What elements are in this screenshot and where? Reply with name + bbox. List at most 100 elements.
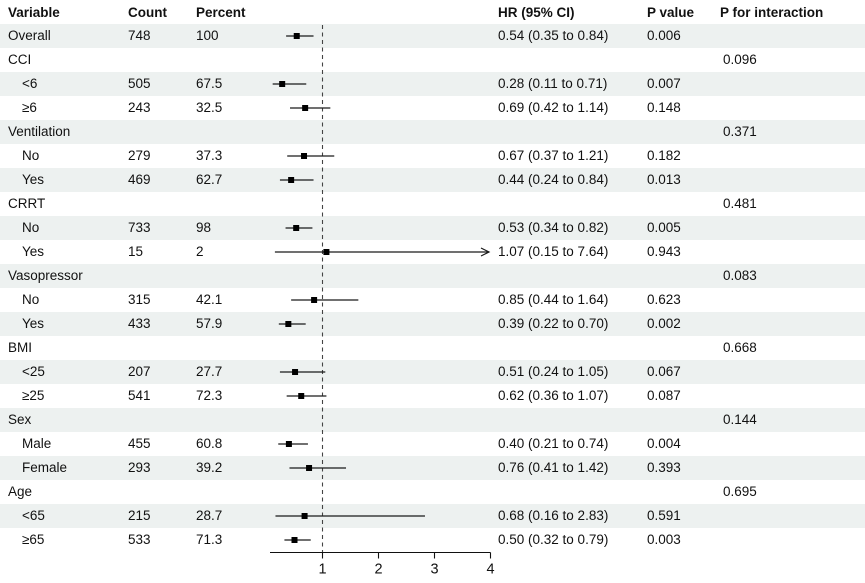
row-percent: 71.3 xyxy=(196,532,223,547)
row-count: 541 xyxy=(128,388,151,403)
row-p-value: 0.087 xyxy=(647,388,681,403)
row-p-value: 0.943 xyxy=(647,244,681,259)
row-count: 215 xyxy=(128,508,151,523)
row-percent: 67.5 xyxy=(196,76,223,91)
row-count: 433 xyxy=(128,316,151,331)
table-row: CCI 0.096 xyxy=(0,48,865,72)
row-label: <6 xyxy=(22,76,38,91)
table-row: BMI 0.668 xyxy=(0,336,865,360)
table-row: ≥25 541 72.3 0.62 (0.36 to 1.07) 0.087 xyxy=(0,384,865,408)
table-row: <65 215 28.7 0.68 (0.16 to 2.83) 0.591 xyxy=(0,504,865,528)
x-axis-tick-label: 2 xyxy=(374,562,382,578)
row-p-value: 0.067 xyxy=(647,364,681,379)
row-p-value: 0.623 xyxy=(647,292,681,307)
row-percent: 42.1 xyxy=(196,292,223,307)
x-axis-tick-label: 1 xyxy=(318,562,326,578)
row-label: Sex xyxy=(8,412,32,427)
row-count: 455 xyxy=(128,436,151,451)
row-p-value: 0.006 xyxy=(647,28,681,43)
row-percent: 28.7 xyxy=(196,508,223,523)
row-label: No xyxy=(22,148,40,163)
row-count: 748 xyxy=(128,28,151,43)
row-percent: 57.9 xyxy=(196,316,223,331)
row-count: 533 xyxy=(128,532,151,547)
x-axis: 1 2 3 4 xyxy=(270,551,495,578)
col-header-percent: Percent xyxy=(196,5,246,20)
table-row: Male 455 60.8 0.40 (0.21 to 0.74) 0.004 xyxy=(0,432,865,456)
row-percent: 72.3 xyxy=(196,388,223,403)
row-percent: 62.7 xyxy=(196,172,223,187)
row-p-interaction: 0.144 xyxy=(723,412,757,427)
row-count: 469 xyxy=(128,172,151,187)
row-label: No xyxy=(22,220,40,235)
row-p-value: 0.002 xyxy=(647,316,681,331)
row-hr-ci: 0.69 (0.42 to 1.14) xyxy=(498,100,609,115)
table-row: Sex 0.144 xyxy=(0,408,865,432)
row-label: CCI xyxy=(8,52,32,67)
row-p-interaction: 0.083 xyxy=(723,268,757,283)
row-p-interaction: 0.096 xyxy=(723,52,757,67)
row-hr-ci: 0.54 (0.35 to 0.84) xyxy=(498,28,609,43)
row-count: 505 xyxy=(128,76,151,91)
row-label: <65 xyxy=(22,508,45,523)
row-p-value: 0.393 xyxy=(647,460,681,475)
row-label: Yes xyxy=(22,316,45,331)
row-hr-ci: 1.07 (0.15 to 7.64) xyxy=(498,244,609,259)
row-label: Vasopressor xyxy=(8,268,83,283)
table-row: Yes 433 57.9 0.39 (0.22 to 0.70) 0.002 xyxy=(0,312,865,336)
row-percent: 32.5 xyxy=(196,100,223,115)
row-label: CRRT xyxy=(8,196,46,211)
row-hr-ci: 0.28 (0.11 to 0.71) xyxy=(498,76,608,91)
row-p-interaction: 0.371 xyxy=(723,124,757,139)
table-row: Yes 15 2 1.07 (0.15 to 7.64) 0.943 xyxy=(0,240,865,264)
table-row: Ventilation 0.371 xyxy=(0,120,865,144)
row-hr-ci: 0.68 (0.16 to 2.83) xyxy=(498,508,609,523)
row-count: 293 xyxy=(128,460,151,475)
row-label: Yes xyxy=(22,244,45,259)
row-hr-ci: 0.51 (0.24 to 1.05) xyxy=(498,364,609,379)
row-count: 207 xyxy=(128,364,151,379)
row-p-value: 0.148 xyxy=(647,100,681,115)
row-hr-ci: 0.76 (0.41 to 1.42) xyxy=(498,460,609,475)
row-label: ≥25 xyxy=(22,388,45,403)
table-row: No 733 98 0.53 (0.34 to 0.82) 0.005 xyxy=(0,216,865,240)
row-percent: 100 xyxy=(196,28,219,43)
row-hr-ci: 0.44 (0.24 to 0.84) xyxy=(498,172,609,187)
row-hr-ci: 0.50 (0.32 to 0.79) xyxy=(498,532,609,547)
row-p-value: 0.007 xyxy=(647,76,681,91)
row-hr-ci: 0.85 (0.44 to 1.64) xyxy=(498,292,609,307)
table-row: Yes 469 62.7 0.44 (0.24 to 0.84) 0.013 xyxy=(0,168,865,192)
table-row: No 279 37.3 0.67 (0.37 to 1.21) 0.182 xyxy=(0,144,865,168)
row-hr-ci: 0.53 (0.34 to 0.82) xyxy=(498,220,609,235)
row-p-value: 0.005 xyxy=(647,220,681,235)
table-row: ≥65 533 71.3 0.50 (0.32 to 0.79) 0.003 xyxy=(0,528,865,552)
table-row: Age 0.695 xyxy=(0,480,865,504)
row-label: Yes xyxy=(22,172,45,187)
row-p-value: 0.182 xyxy=(647,148,681,163)
col-header-hr-ci: HR (95% CI) xyxy=(498,5,575,20)
table-row: Overall 748 100 0.54 (0.35 to 0.84) 0.006 xyxy=(0,24,865,48)
row-p-interaction: 0.695 xyxy=(723,484,757,499)
row-p-value: 0.004 xyxy=(647,436,681,451)
row-count: 733 xyxy=(128,220,151,235)
row-p-interaction: 0.481 xyxy=(723,196,757,211)
row-label: ≥65 xyxy=(22,532,45,547)
col-header-p-value: P value xyxy=(647,5,695,20)
row-count: 243 xyxy=(128,100,151,115)
row-percent: 27.7 xyxy=(196,364,223,379)
row-percent: 39.2 xyxy=(196,460,223,475)
row-hr-ci: 0.62 (0.36 to 1.07) xyxy=(498,388,609,403)
row-label: No xyxy=(22,292,40,307)
col-header-variable: Variable xyxy=(8,5,60,20)
row-hr-ci: 0.39 (0.22 to 0.70) xyxy=(498,316,609,331)
row-count: 279 xyxy=(128,148,151,163)
row-p-value: 0.003 xyxy=(647,532,681,547)
row-p-value: 0.013 xyxy=(647,172,681,187)
row-percent: 37.3 xyxy=(196,148,223,163)
table-row: Vasopressor 0.083 xyxy=(0,264,865,288)
col-header-count: Count xyxy=(128,5,167,20)
row-count: 315 xyxy=(128,292,151,307)
row-p-value: 0.591 xyxy=(647,508,681,523)
row-hr-ci: 0.67 (0.37 to 1.21) xyxy=(498,148,609,163)
